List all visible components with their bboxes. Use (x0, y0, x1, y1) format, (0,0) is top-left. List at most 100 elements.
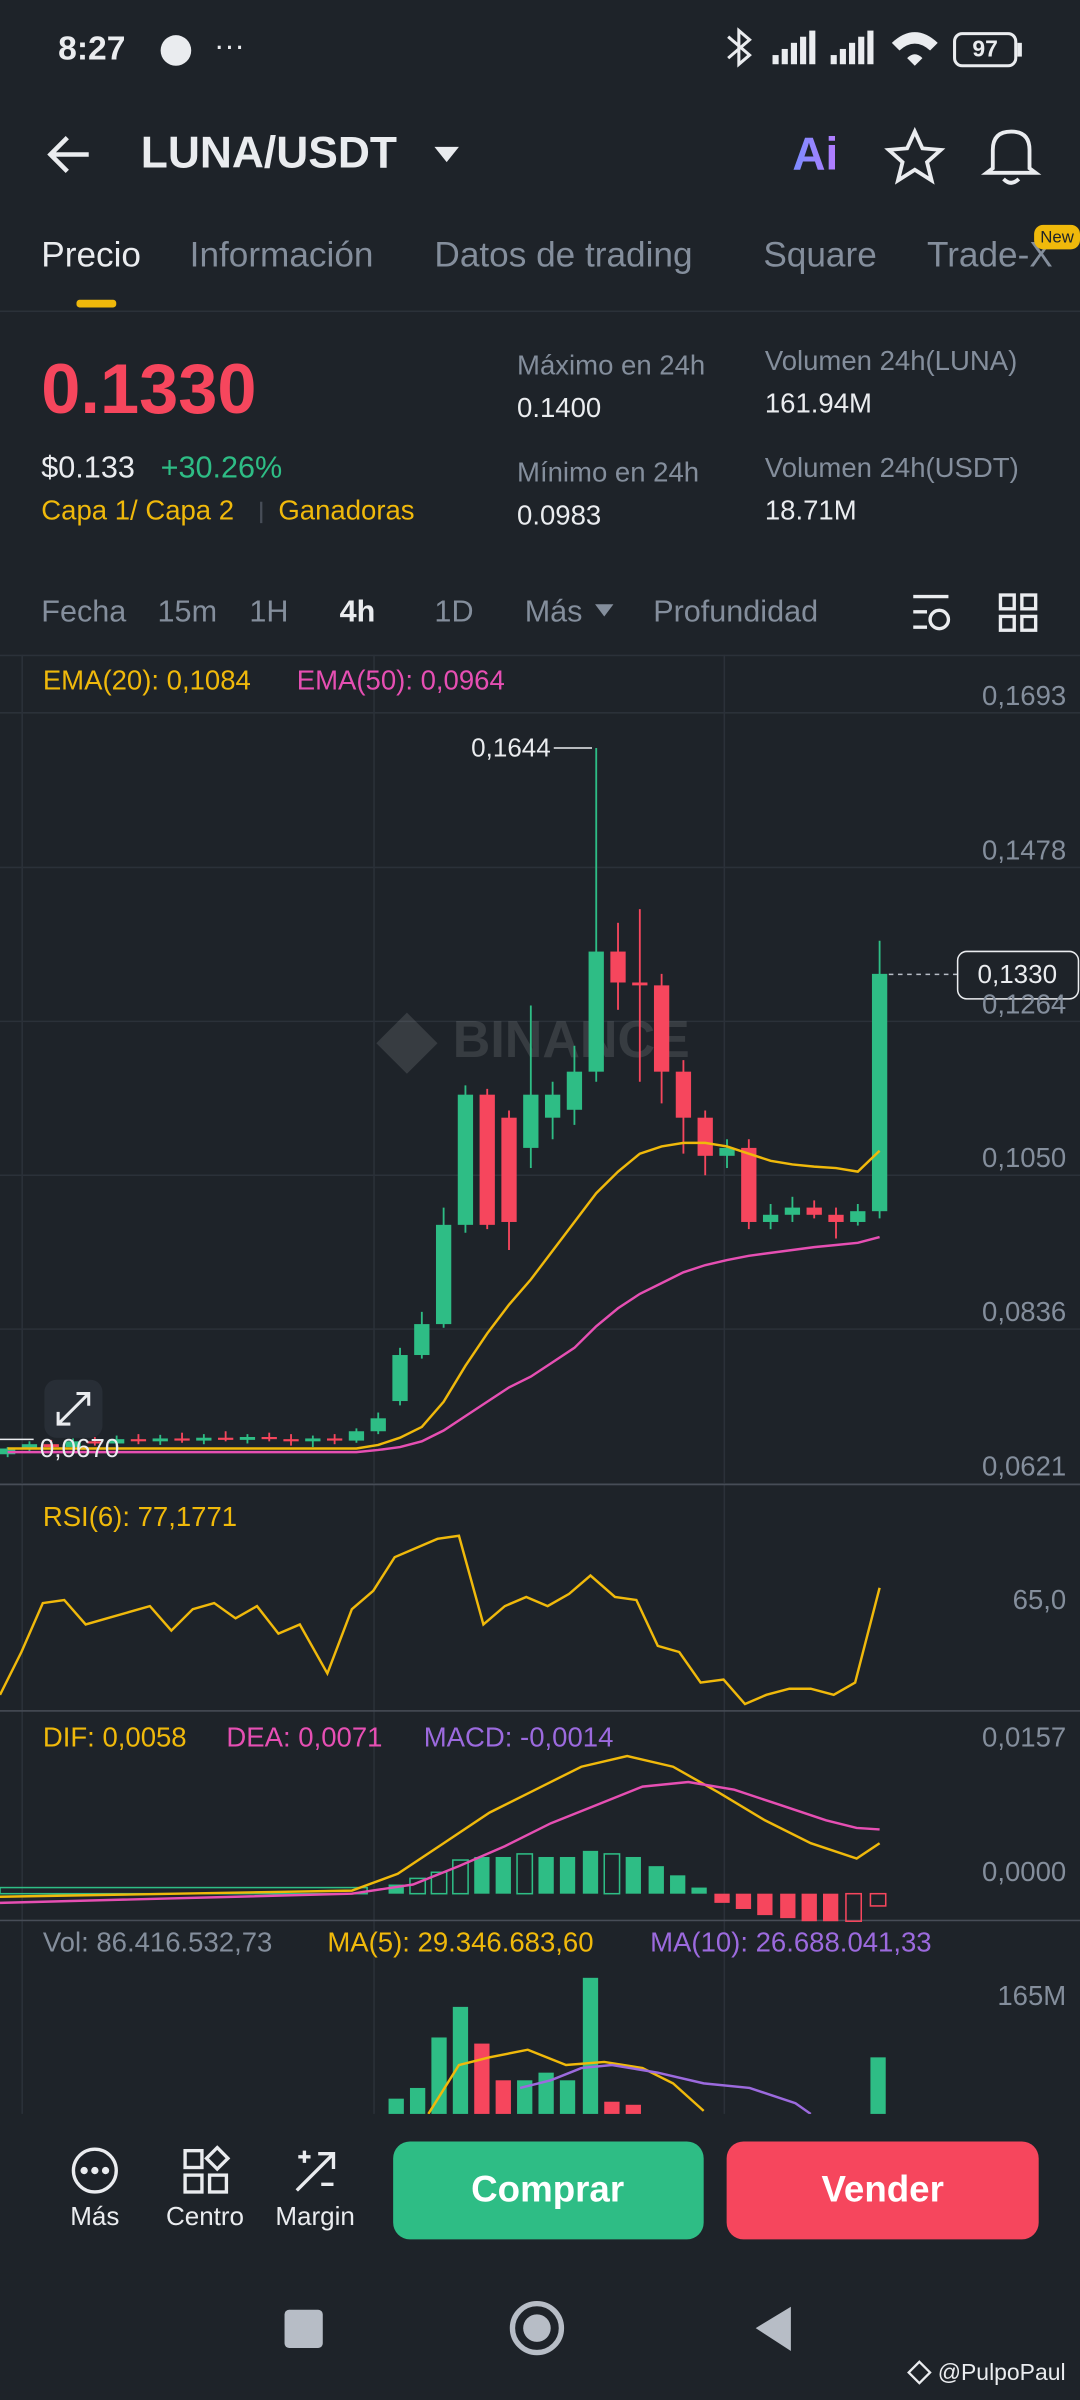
candle-body (566, 1071, 583, 1110)
interval[interactable]: 15m (158, 594, 217, 628)
high-label: 0,1644 (471, 732, 551, 762)
tab[interactable]: Información (190, 235, 374, 274)
stat-value: 18.71M (765, 495, 857, 526)
candle-body (762, 1214, 779, 1222)
interval[interactable]: Fecha (41, 594, 126, 628)
tab[interactable]: Square (763, 235, 876, 274)
tab-indicator (76, 299, 117, 308)
last-price-label: 0,1330 (978, 959, 1058, 989)
candle-body (392, 1355, 408, 1402)
interval[interactable]: Profundidad (653, 594, 818, 628)
rsi-tick: 65,0 (1013, 1584, 1067, 1615)
low-label: 0,0670 (40, 1433, 120, 1463)
tool-label[interactable]: Más (70, 2201, 119, 2231)
nav-home[interactable] (509, 2300, 565, 2356)
sell-label[interactable]: Vender (821, 2169, 943, 2210)
candle-body (305, 1438, 321, 1442)
back-button[interactable] (47, 136, 89, 173)
signal-icons (772, 30, 938, 66)
battery (953, 32, 1018, 68)
stat-label: Volumen 24h(USDT) (765, 452, 1019, 483)
tag[interactable]: Capa 1/ Capa 2 (41, 495, 234, 526)
vol-ma10 (519, 2063, 812, 2114)
watermark: BINANCE (376, 1011, 690, 1074)
buy-label[interactable]: Comprar (471, 2169, 624, 2210)
dif-label: DIF: 0,0058 (43, 1721, 187, 1752)
candle-body (130, 1439, 147, 1442)
tool-label[interactable]: Centro (166, 2201, 244, 2231)
stat-label: Máximo en 24h (517, 349, 705, 380)
pair-dropdown[interactable] (434, 146, 459, 163)
interval[interactable]: 4h (340, 594, 376, 628)
battery-level: 97 (972, 36, 998, 62)
vol-ma5 (427, 2048, 705, 2114)
ema50-label: EMA(50): 0,0964 (297, 664, 505, 695)
sell-button[interactable] (726, 2141, 1039, 2240)
favorite-button[interactable] (884, 126, 946, 185)
candle-body (741, 1147, 757, 1222)
volume-bars (388, 1977, 886, 2114)
dif-line (0, 1754, 881, 1898)
candle-body (108, 1439, 125, 1444)
macd-tick: 0,0000 (982, 1856, 1066, 1887)
tag[interactable]: Ganadoras (278, 495, 414, 526)
candle-body (21, 1444, 38, 1449)
candle-body (544, 1094, 561, 1118)
price-usd: $0.133 (41, 451, 135, 485)
chart-settings[interactable] (913, 594, 951, 631)
vol-ma5-label: MA(5): 29.346.683,60 (327, 1926, 593, 1957)
candle-body (610, 951, 626, 983)
nav-recents[interactable] (284, 2309, 323, 2348)
candle-body (784, 1207, 801, 1215)
tab[interactable]: Datos de trading (434, 235, 692, 274)
candle-body (806, 1207, 822, 1215)
candle-body (457, 1094, 474, 1225)
app-icon (160, 35, 192, 66)
credit: @PulpoPaul (938, 2359, 1066, 2385)
rsi-line (0, 1534, 881, 1706)
new-badge-text: New (1040, 227, 1074, 246)
interval[interactable]: 1D (434, 594, 473, 628)
layout-button[interactable] (998, 593, 1038, 632)
stat-value: 0.1400 (517, 392, 601, 423)
tool-label[interactable]: Margin (275, 2201, 354, 2231)
vol-label: Vol: 86.416.532,73 (43, 1926, 273, 1957)
last-price: 0.1330 (41, 349, 256, 428)
stat-label: Mínimo en 24h (517, 456, 699, 487)
candle-body (479, 1094, 495, 1225)
price-change: +30.26% (161, 451, 283, 485)
interval[interactable]: Más (525, 594, 583, 628)
y-tick-label: 0,1478 (982, 834, 1066, 865)
candle-body (828, 1214, 844, 1222)
alert-button[interactable] (980, 129, 1042, 185)
buy-button[interactable] (393, 2141, 704, 2240)
more-dropdown[interactable] (595, 604, 614, 617)
tab[interactable]: Precio (41, 235, 141, 274)
candle-body (675, 1071, 692, 1118)
ai-button[interactable]: Ai (792, 128, 838, 180)
tab[interactable]: Trade-X (927, 235, 1053, 274)
tag-separator (260, 501, 263, 524)
divider (0, 310, 1080, 313)
clock: 8:27 (58, 30, 125, 67)
candle-body (239, 1437, 256, 1440)
nav-back[interactable] (755, 2306, 791, 2352)
new-badge (1034, 224, 1080, 250)
candle-body (697, 1117, 713, 1156)
candle-body (261, 1437, 277, 1440)
candle-body (871, 973, 888, 1212)
candle-body (501, 1117, 517, 1222)
interval[interactable]: 1H (249, 594, 288, 628)
stat-label: Volumen 24h(LUNA) (765, 345, 1017, 376)
candle-body (523, 1094, 539, 1148)
y-tick-label: 0,1264 (982, 988, 1066, 1019)
pair-title[interactable]: LUNA/USDT (141, 129, 397, 178)
vertical-grid (21, 654, 726, 2114)
candle-body (632, 982, 648, 986)
chart-area: BINANCE (0, 654, 1080, 2114)
stat-value: 0.0983 (517, 499, 601, 530)
candle-body (217, 1437, 234, 1440)
candle-body (348, 1431, 365, 1441)
y-tick-label: 0,0836 (982, 1296, 1066, 1327)
